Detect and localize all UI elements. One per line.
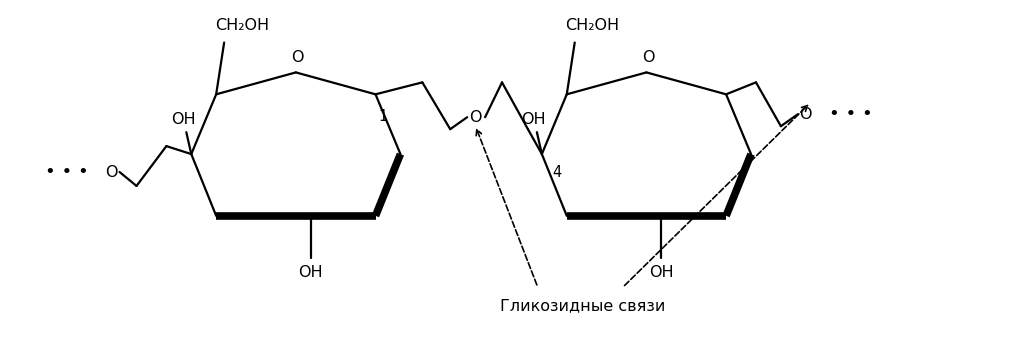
Text: OH: OH [649, 265, 673, 280]
Text: OH: OH [298, 265, 323, 280]
Text: CH₂OH: CH₂OH [566, 18, 620, 33]
Text: 4: 4 [553, 164, 562, 180]
Text: OH: OH [521, 112, 547, 127]
Text: • • •: • • • [45, 163, 88, 181]
Text: 1: 1 [379, 109, 388, 124]
Text: • • •: • • • [828, 105, 872, 123]
Text: O: O [468, 110, 482, 125]
Text: O: O [642, 50, 655, 65]
Text: O: O [105, 164, 118, 180]
Text: O: O [292, 50, 304, 65]
Text: O: O [799, 107, 812, 122]
Text: CH₂OH: CH₂OH [215, 18, 269, 33]
Text: OH: OH [171, 112, 196, 127]
Text: Гликозидные связи: Гликозидные связи [500, 298, 665, 313]
